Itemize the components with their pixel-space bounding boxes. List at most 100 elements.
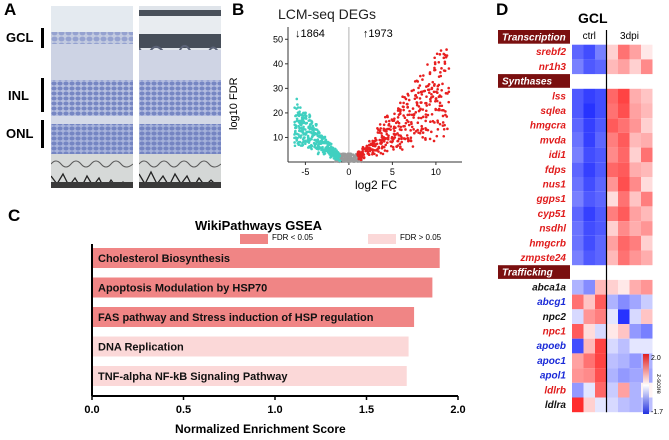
volcano-point-up (402, 101, 405, 105)
heatmap-cell (629, 235, 641, 251)
heatmap-cell (583, 324, 595, 339)
heatmap-cell (572, 368, 584, 383)
volcano-point-down (295, 97, 299, 101)
volcano-point-up (437, 83, 441, 87)
volcano-point-up (446, 127, 449, 131)
volcano-point-down (337, 152, 341, 155)
volcano-point-ns (342, 152, 345, 156)
heatmap-cell (595, 59, 607, 75)
volcano-ytick-label: 50 (273, 34, 283, 44)
volcano-point-up (402, 114, 405, 117)
volcano-point-down (309, 130, 313, 134)
heatmap-cell (606, 191, 618, 207)
heatmap-cell (606, 221, 618, 236)
gene-heatmap: ctrl 3dpi Transcription srebf2 nr1h3 Synthase… (498, 30, 663, 416)
volcano-point-up (434, 97, 438, 101)
volcano-point-down (298, 122, 302, 126)
gsea-xtick-label: 0.0 (84, 404, 99, 416)
volcano-point-up (397, 113, 401, 116)
volcano-point-up (443, 62, 447, 65)
volcano-point-up (356, 154, 360, 157)
volcano-point-up (413, 97, 417, 101)
heatmap-gene-label: fdps (545, 165, 567, 176)
volcano-point-down (313, 131, 317, 135)
volcano-point-up (435, 99, 439, 103)
heatmap-cell (606, 279, 618, 295)
volcano-point-down (294, 126, 297, 130)
volcano-point-up (400, 140, 404, 144)
volcano-point-down (304, 139, 307, 143)
volcano-point-down (321, 145, 324, 149)
volcano-point-up (382, 123, 386, 127)
volcano-point-up (414, 111, 418, 114)
heatmap-gene-label: srebf2 (536, 47, 566, 58)
heatmap-cell (595, 118, 607, 133)
volcano-point-up (397, 133, 401, 137)
heatmap-cell (629, 44, 641, 60)
heatmap-cell (618, 147, 630, 163)
heatmap-cell (572, 132, 584, 148)
volcano-point-down (301, 114, 305, 117)
volcano-point-down (293, 123, 296, 127)
volcano-point-up (421, 127, 425, 131)
heatmap-cell (629, 59, 641, 75)
heatmap-cell (629, 338, 641, 354)
colorbar-max-label: 2.0 (651, 355, 661, 362)
layer-bar-inl (41, 78, 44, 112)
volcano-point-down (302, 140, 305, 144)
heatmap-cell (583, 250, 595, 266)
volcano-point-up (440, 108, 444, 112)
volcano-point-up (441, 124, 445, 127)
volcano-point-down (313, 143, 317, 147)
heatmap-cell (641, 132, 653, 148)
volcano-point-up (444, 110, 447, 113)
volcano-point-up (447, 86, 450, 90)
volcano-point-up (396, 109, 400, 112)
volcano-point-up (418, 108, 422, 112)
volcano-point-down (293, 141, 296, 144)
heatmap-cell (629, 132, 641, 148)
volcano-point-up (446, 92, 449, 95)
volcano-point-down (316, 152, 320, 156)
volcano-point-down (293, 120, 296, 124)
volcano-point-up (447, 90, 451, 94)
layer-label-inl: INL (8, 88, 29, 103)
layer-label-onl: ONL (6, 126, 34, 141)
volcano-point-up (367, 143, 371, 147)
heatmap-cell (629, 353, 641, 369)
heatmap-cell (618, 250, 630, 266)
volcano-point-ns (354, 153, 357, 156)
layer-label-gcl: GCL (6, 30, 34, 45)
heatmap-cell (641, 279, 653, 295)
volcano-point-up (385, 132, 389, 136)
heatmap-cell (583, 118, 595, 133)
heatmap-cell (583, 235, 595, 251)
volcano-point-up (396, 107, 400, 110)
heatmap-cell (618, 88, 630, 104)
heatmap-cell (618, 279, 630, 295)
volcano-point-down (301, 138, 305, 141)
volcano-point-up (411, 145, 415, 148)
volcano-point-down (323, 148, 327, 151)
volcano-point-up (378, 123, 382, 126)
volcano-point-up (401, 148, 404, 151)
volcano-point-up (442, 56, 446, 60)
volcano-point-up (413, 131, 416, 135)
heatmap-cell (583, 279, 595, 295)
volcano-point-up (428, 71, 432, 74)
heatmap-gene-label: zmpste24 (519, 253, 566, 264)
volcano-point-ns (342, 158, 345, 161)
volcano-point-up (447, 67, 451, 70)
volcano-point-up (418, 84, 422, 87)
heatmap-cell (595, 235, 607, 251)
legend-swatch-significant (240, 234, 268, 244)
volcano-point-up (407, 98, 411, 102)
volcano-point-up (445, 48, 448, 51)
heatmap-cell (629, 382, 641, 398)
volcano-point-up (426, 88, 430, 92)
volcano-point-up (416, 121, 420, 125)
volcano-point-down (312, 133, 315, 137)
volcano-point-up (399, 101, 402, 105)
volcano-point-up (444, 55, 448, 59)
volcano-point-ns (349, 153, 352, 157)
